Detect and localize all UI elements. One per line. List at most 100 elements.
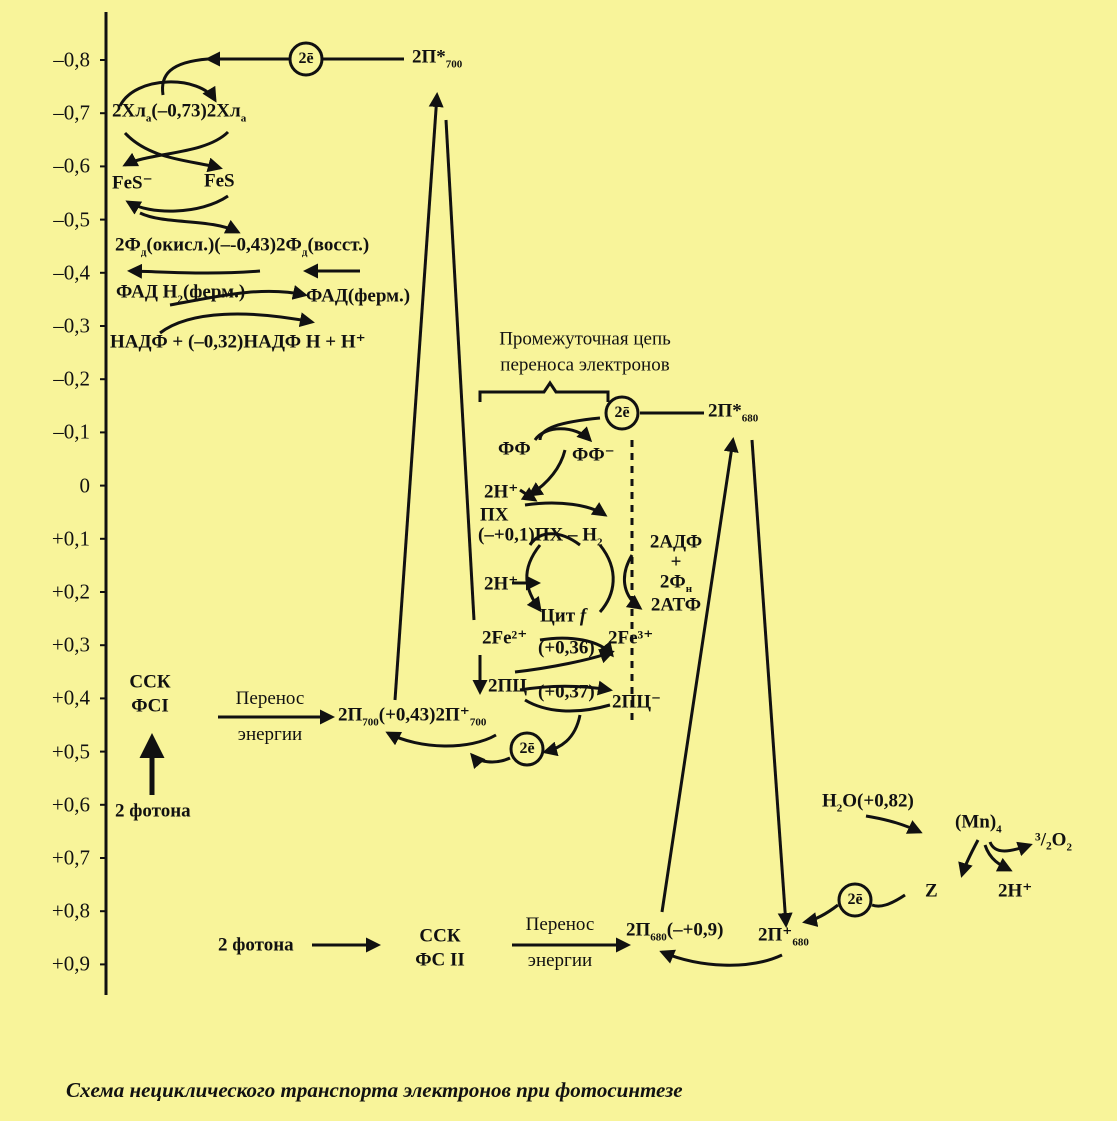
pc-ox-label: 2ПЦ⁻ [612,691,662,713]
fad-curve-b [169,285,308,307]
pc-potential-label: (+0,37) [538,681,595,703]
fes-red-label: FeS⁻ [112,172,153,194]
h-out-label: 2Н⁺ [484,573,519,595]
oxygen-label: ³/₂О2 [1035,829,1072,854]
pheo-to-pq-curve [527,449,567,497]
pq-label: ПХ [480,504,509,526]
cytochrome-label: Цит f [540,605,587,627]
fd-curve-a [125,194,229,215]
manganese-label: (Mn)4 [955,811,1002,836]
mn-to-z-arrow [958,839,980,878]
fe2-label: 2Fe²⁺ [482,627,528,649]
water-label: Н2О(+0,82) [822,790,914,815]
pheophytin-label: ФФ [498,438,531,460]
cyt-curve-b [514,649,615,674]
nadp-label: НАДФ + (–0,32)НАДФ Н + Н⁺ [110,331,366,353]
electron-label-chain: 2ē [519,740,535,757]
electron-label-ps1: 2ē [298,50,314,67]
chl-curve-a [118,80,217,107]
electron-label-z: 2ē [847,891,863,908]
pq-curve-b [528,532,581,547]
rc2-label: ССК ФС II [415,925,465,970]
ps2-excitation-up [660,437,739,913]
electron-to-p680-curve [802,903,839,927]
pc-curve-a [519,680,613,696]
rc1-photons-label: 2 фотона [115,800,191,822]
axis-tick-label: +0,7 [51,845,90,870]
ps1-excitation-down [444,119,476,621]
axis-tick-label: +0,8 [51,898,90,923]
rc2-transfer-label: Перенос энергии [525,913,595,971]
rc1-label: ССК ФСI [129,671,171,716]
pq-to-cyt-curve-b [598,544,615,613]
electron-to-p700-curve [470,752,511,769]
electron-to-pheo-curve [538,416,601,441]
axis-tick-label: +0,5 [51,739,90,764]
mn-to-oxygen-arrow [988,841,1033,857]
axis-tick-label: 0 [79,473,91,498]
axis-tick-label: –0,6 [53,153,90,178]
ferredoxin-label: 2Фд(окисл.)(–-0,43)2Фд(восст.) [115,234,370,259]
axis-tick-label: +0,1 [51,526,90,551]
axis-tick-label: –0,3 [53,313,90,338]
ps1-excitation-up [393,92,444,701]
rc1-transfer-label: Перенос энергии [235,687,305,745]
fd-curve-b [139,211,241,234]
pheophytin-red-label: ФФ⁻ [572,444,615,466]
cyt-potential-label: (+0,36) [538,637,595,659]
figure-caption: Схема нециклического транспорта электрон… [66,1078,683,1102]
axis-tick-label: –0,1 [53,419,90,444]
axis-tick-label: –0,5 [53,207,90,232]
pc-to-electron-curve [542,714,582,757]
mn-to-protons-arrow [983,844,1013,872]
h-in-label: 2Н⁺ [484,481,519,503]
axis-tick-label: –0,7 [53,100,90,125]
ps2-excitation-down [750,439,793,928]
fes-curve-a [123,131,223,173]
electron-label-ps2: 2ē [614,404,630,421]
axis-ticks [100,59,106,966]
fad-curve-a [127,263,261,279]
p680-excited-label: 2П*680 [708,400,759,425]
p700-excited-label: 2П*700 [412,46,463,71]
axis-tick-label: +0,3 [51,632,90,657]
z-label: Z [925,880,938,902]
axis-tick-label: +0,9 [51,951,90,976]
pc-curve-b [524,698,611,713]
chl-label: 2Хла(–0,73)2Хла [112,100,247,125]
electron-circle-z [837,882,873,918]
pq-curve-a [524,501,608,517]
axis-tick-label: –0,4 [53,260,90,285]
fad-red-label: ФАД Н2(ферм.) [116,281,246,306]
fes-ox-label: FeS [204,170,235,192]
p680-return-curve [659,949,783,967]
axis-tick-label: +0,6 [51,792,90,817]
water-arrow [865,814,923,834]
adp-block: 2АДФ + 2Фн 2АТФ [649,531,703,616]
pheo-curve-a [533,426,593,443]
chain-brace [478,380,610,402]
rc2-photons-label: 2 фотона [218,934,294,956]
z-to-electron-curve [871,893,906,908]
pq-to-cyt-curve-a [525,544,542,613]
p700-return-curve [385,731,497,748]
chl-curve-top [161,57,209,96]
nadp-curve [159,312,315,335]
pc-label: 2ПЦ [488,675,528,697]
axis-tick-label: +0,4 [51,685,90,710]
p700-label: 2П700(+0,43)2П⁺700 [338,704,487,729]
atp-curve [622,554,643,610]
chain-title: Промежуточная цепь переноса электронов [499,328,671,375]
protons-label: 2Н⁺ [998,880,1033,902]
p680-ox-label: 2П⁺680 [758,924,809,949]
fes-curve-b [122,130,230,167]
fe3-label: 2Fe³⁺ [608,627,654,649]
pq-red-label: (–+0,1)ПХ – Н2 [478,524,603,549]
electron-circle-ps2 [604,395,640,431]
axis-tick-label: –0,2 [53,366,90,391]
axis-tick-label: –0,8 [53,47,90,72]
fad-ox-label: ФАД(ферм.) [306,285,411,307]
h-in-arrow [519,487,538,502]
axis-tick-label: +0,2 [51,579,90,604]
